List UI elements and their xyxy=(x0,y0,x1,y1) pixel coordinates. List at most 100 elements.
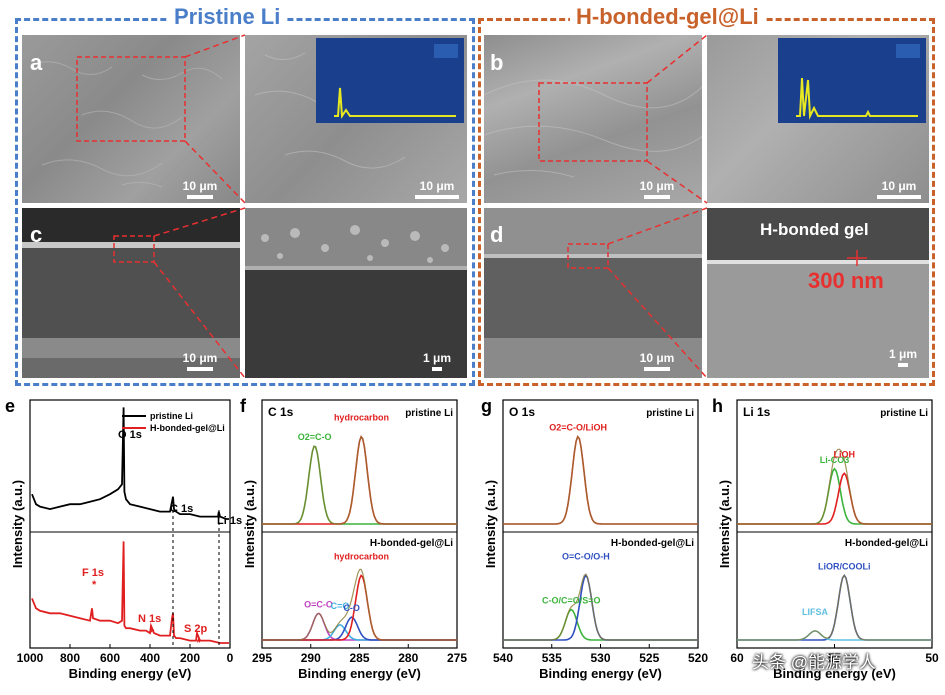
x-axis-label: Binding energy (eV) xyxy=(539,666,662,681)
panel-label-d: d xyxy=(490,222,504,247)
hbonded-peak xyxy=(262,623,457,641)
scale-bar-a-zoom: 10 μm xyxy=(412,180,462,199)
panel-letter-h: h xyxy=(712,396,723,416)
panel-letter-e: e xyxy=(5,396,15,416)
scale-text-a-zoom: 10 μm xyxy=(419,179,455,193)
x-tick-label: 285 xyxy=(349,651,369,665)
x-tick-label: 400 xyxy=(140,651,160,665)
x-tick-label: 280 xyxy=(398,651,418,665)
pristine-envelope xyxy=(262,435,457,525)
scale-bar-d-main: 10 μm xyxy=(632,352,682,371)
panel-label-a: a xyxy=(30,50,43,75)
scale-text-d-zoom: 1 μm xyxy=(888,347,918,361)
subplot-label-pristine: pristine Li xyxy=(646,408,694,419)
x-tick-label: 50 xyxy=(925,651,939,665)
scale-text-d-main: 10 μm xyxy=(639,351,675,365)
pristine-peak-label: LiOH xyxy=(834,449,856,459)
pristine-peak xyxy=(737,472,932,525)
pristine-li-title: Pristine Li xyxy=(168,6,287,28)
hbonded-peak-label: LIFSA xyxy=(802,607,828,617)
x-tick-label: 200 xyxy=(180,651,200,665)
pristine-envelope xyxy=(503,435,698,525)
hbonded-envelope xyxy=(503,573,698,641)
hbonded-peak-label: C-O/C=O/S=O xyxy=(542,596,601,606)
scale-text-a-main: 10 μm xyxy=(182,179,218,193)
scale-bar-b-zoom: 10 μm xyxy=(874,180,924,199)
hbonded-peak xyxy=(503,573,698,641)
hbonded-peak-label: C-O xyxy=(343,603,360,613)
scale-text-b-zoom: 10 μm xyxy=(881,179,917,193)
y-axis-label: Intensity (a.u.) xyxy=(10,480,25,568)
chart-e: Intensity (a.u.) xyxy=(10,399,231,649)
plot-frame-e xyxy=(29,399,231,649)
eds-inset-b xyxy=(778,38,926,123)
x-axis-label: Binding energy (eV) xyxy=(69,666,192,681)
hbonded-envelope xyxy=(262,568,457,641)
hbonded-peak-label: O=C-O xyxy=(304,599,333,609)
hbonded-gel-title: H-bonded-gel@Li xyxy=(570,6,765,28)
annotation-star: * xyxy=(150,627,155,639)
x-axis-label: Binding energy (eV) xyxy=(298,666,421,681)
x-tick-label: 0 xyxy=(227,651,234,665)
sem-image-b-main xyxy=(484,35,702,203)
annotation-n1s: N 1s xyxy=(138,613,161,625)
scale-bar-d-zoom: 1 μm xyxy=(878,348,928,367)
scale-text-c-main: 10 μm xyxy=(182,351,218,365)
scale-text-c-zoom: 1 μm xyxy=(422,351,452,365)
chart-f: Intensity (a.u.) xyxy=(242,399,458,649)
hbonded-peak-label: C=O xyxy=(331,601,350,611)
scale-bar-b-main: 10 μm xyxy=(632,180,682,199)
hbonded-envelope xyxy=(737,574,932,641)
x-tick-label: 535 xyxy=(542,651,562,665)
chart-title: Li 1s xyxy=(743,405,771,419)
legend-text-hbonded: H-bonded-gel@Li xyxy=(150,423,225,433)
hbonded-peak-label: LiOR/COOLi xyxy=(818,561,871,571)
scale-bar-a-main: 10 μm xyxy=(175,180,225,199)
y-axis-label: Intensity (a.u.) xyxy=(242,480,257,568)
sem-image-c-main xyxy=(22,208,240,378)
subplot-label-pristine: pristine Li xyxy=(880,408,928,419)
annotation-f1s: F 1s xyxy=(82,567,104,579)
pristine-peak-label: Li-CO3 xyxy=(820,455,850,465)
annotation-star: * xyxy=(92,579,97,591)
x-tick-label: 540 xyxy=(493,651,513,665)
pristine-envelope xyxy=(737,448,932,525)
annotation-li1s: Li 1s xyxy=(217,515,242,527)
thickness-annotation: 300 nm xyxy=(808,268,884,293)
x-tick-label: 530 xyxy=(590,651,610,665)
panel-letter-g: g xyxy=(481,396,492,416)
xps-charts: Intensity (a.u.) e 1000 800 600 400 200 0 Bindin… xyxy=(5,396,939,681)
x-tick-label: 600 xyxy=(100,651,120,665)
panel-label-b: b xyxy=(490,50,504,75)
eds-inset-a xyxy=(316,38,464,123)
sem-image-c-zoom xyxy=(245,208,467,378)
scale-bar-c-main: 10 μm xyxy=(175,352,225,371)
panel-letter-f: f xyxy=(240,396,247,416)
annotation-c1s: C 1s xyxy=(170,503,193,515)
sem-image-a-main xyxy=(22,35,240,203)
annotation-o1s: O 1s xyxy=(118,429,142,441)
scale-text-b-main: 10 μm xyxy=(639,179,675,193)
x-tick-label: 520 xyxy=(688,651,708,665)
chart-title: O 1s xyxy=(509,405,535,419)
hbonded-peak xyxy=(737,630,932,641)
x-tick-label: 60 xyxy=(730,651,744,665)
hbonded-peak-label: hydrocarbon xyxy=(334,551,389,561)
pristine-peak-label: O2=C-O/LiOH xyxy=(549,423,607,433)
hbonded-peak-label: O=C-O/O-H xyxy=(562,551,610,561)
hbonded-peak xyxy=(262,612,457,641)
hbonded-peak xyxy=(262,616,457,641)
x-tick-label: 290 xyxy=(301,651,321,665)
pristine-peak xyxy=(262,445,457,525)
x-tick-label: 800 xyxy=(60,651,80,665)
x-tick-label: 1000 xyxy=(17,651,44,665)
x-axis-label: Binding energy (eV) xyxy=(773,666,896,681)
sem-image-d-main xyxy=(484,208,702,378)
chart-h: Intensity (a.u.) xyxy=(717,399,933,649)
hbonded-peak xyxy=(737,573,932,641)
y-axis-label: Intensity (a.u.) xyxy=(483,480,498,568)
hbonded-peak xyxy=(503,608,698,641)
watermark: 头条 @能源学人 xyxy=(752,653,876,672)
annotation-star: * xyxy=(196,637,201,649)
sem-image-d-zoom xyxy=(707,208,929,378)
